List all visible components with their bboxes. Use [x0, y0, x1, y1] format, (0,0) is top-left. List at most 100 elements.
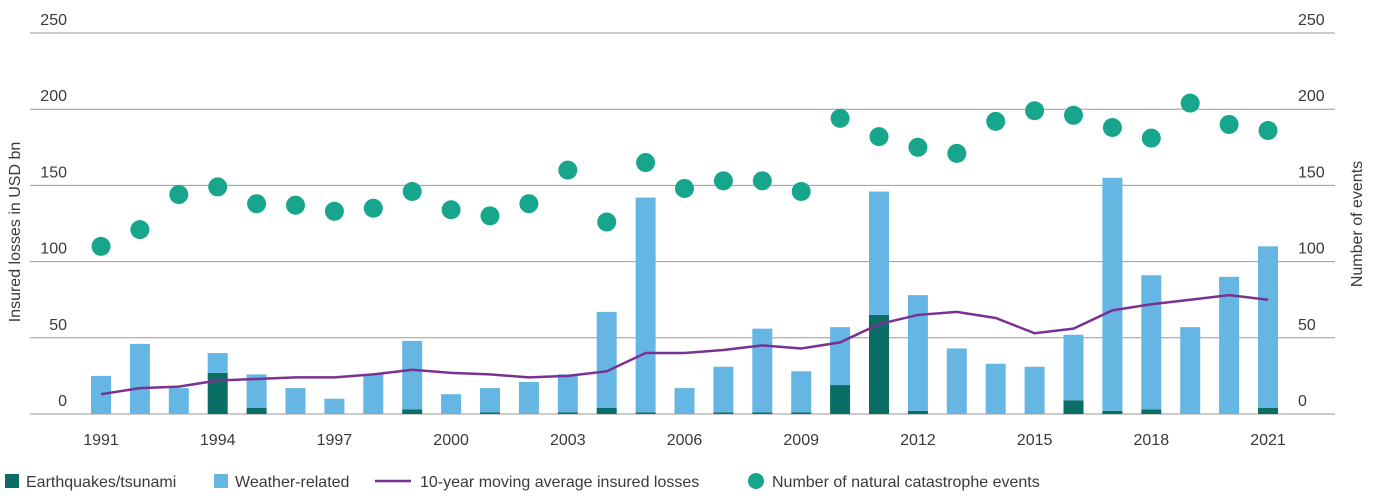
- bar: [518, 381, 539, 414]
- bar: [1219, 276, 1240, 414]
- dot: [1064, 105, 1083, 125]
- x-tick-label: 2003: [550, 432, 586, 449]
- bar: [635, 412, 656, 414]
- bar: [246, 407, 267, 414]
- bar: [1180, 327, 1201, 414]
- x-tick-label: 2006: [667, 432, 703, 449]
- bar: [480, 388, 500, 413]
- y2-tick-label: 50: [1298, 317, 1316, 334]
- legend-swatch: [5, 474, 19, 488]
- y2-tick-label: 200: [1298, 88, 1325, 105]
- dot: [947, 143, 967, 163]
- bar: [674, 388, 695, 414]
- dot: [1219, 114, 1239, 134]
- y2-tick-label: 0: [1298, 393, 1307, 410]
- bar: [557, 374, 578, 413]
- dot: [363, 198, 383, 218]
- bar: [1258, 407, 1278, 414]
- bar: [830, 385, 851, 414]
- y2-tick-label: 250: [1298, 12, 1325, 29]
- dot: [169, 185, 189, 205]
- legend-label: 10-year moving average insured losses: [420, 474, 699, 491]
- bar: [1024, 366, 1045, 414]
- bar: [1102, 177, 1123, 411]
- bar: [1063, 334, 1084, 401]
- bar: [480, 412, 500, 414]
- bar: [1141, 275, 1162, 410]
- dot: [247, 194, 267, 214]
- y-tick-label: 50: [49, 317, 67, 334]
- bar: [907, 410, 928, 414]
- bar: [635, 197, 656, 413]
- bar: [752, 328, 773, 413]
- dot: [1180, 93, 1200, 113]
- dot: [130, 220, 150, 240]
- bar: [1063, 400, 1084, 414]
- dot: [558, 160, 578, 180]
- legend-swatch: [214, 474, 228, 488]
- x-tick-label: 2021: [1250, 432, 1286, 449]
- dot: [208, 177, 228, 197]
- bar: [129, 343, 150, 414]
- bar: [441, 394, 462, 414]
- dot: [636, 153, 656, 173]
- y-tick-label: 250: [40, 12, 67, 29]
- dot: [1141, 128, 1161, 148]
- legend-label: Earthquakes/tsunami: [26, 474, 176, 491]
- x-tick-label: 1997: [317, 432, 353, 449]
- bar: [752, 412, 773, 414]
- bar: [324, 398, 345, 414]
- x-tick-label: 2012: [900, 432, 936, 449]
- y-tick-label: 200: [40, 88, 67, 105]
- bar: [402, 409, 423, 414]
- x-tick-label: 2018: [1134, 432, 1170, 449]
- bar: [246, 374, 267, 408]
- y-tick-label: 150: [40, 164, 67, 181]
- x-tick-label: 1991: [83, 432, 119, 449]
- dot: [869, 127, 889, 147]
- bar: [207, 372, 228, 414]
- dot: [752, 171, 772, 191]
- bar: [869, 314, 889, 414]
- bar: [713, 366, 734, 413]
- dot: [986, 111, 1006, 131]
- dot: [791, 181, 811, 201]
- y-tick-label: 0: [58, 393, 67, 410]
- line: [100, 293, 1269, 396]
- bar: [168, 388, 189, 414]
- bar: [985, 363, 1006, 414]
- bar: [791, 371, 812, 413]
- legend-label: Weather-related: [235, 474, 349, 491]
- dot: [441, 200, 461, 220]
- dot: [286, 195, 305, 215]
- bar: [596, 311, 617, 408]
- dot: [91, 236, 111, 256]
- dot: [1102, 117, 1122, 137]
- x-tick-label: 1994: [200, 432, 236, 449]
- bar: [869, 191, 889, 315]
- dot: [713, 171, 733, 191]
- dot: [675, 178, 694, 198]
- dot: [1025, 101, 1045, 121]
- bar: [946, 348, 967, 414]
- bar: [207, 353, 228, 373]
- bar: [285, 388, 306, 414]
- dot: [402, 181, 422, 201]
- dot: [1258, 121, 1278, 141]
- bar: [907, 295, 928, 411]
- x-tick-label: 2015: [1017, 432, 1053, 449]
- bar: [557, 412, 578, 414]
- legend-label: Number of natural catastrophe events: [772, 474, 1040, 491]
- bar: [363, 374, 384, 414]
- y2-tick-label: 150: [1298, 164, 1325, 181]
- x-tick-label: 2000: [433, 432, 469, 449]
- dot: [519, 194, 539, 214]
- y2-axis-label: Number of events: [1349, 161, 1366, 287]
- bar: [402, 340, 423, 410]
- bar: [1258, 246, 1278, 408]
- bar: [791, 412, 812, 414]
- dot: [830, 108, 850, 128]
- y-axis-label: Insured losses in USD bn: [7, 142, 24, 323]
- bar: [596, 407, 617, 414]
